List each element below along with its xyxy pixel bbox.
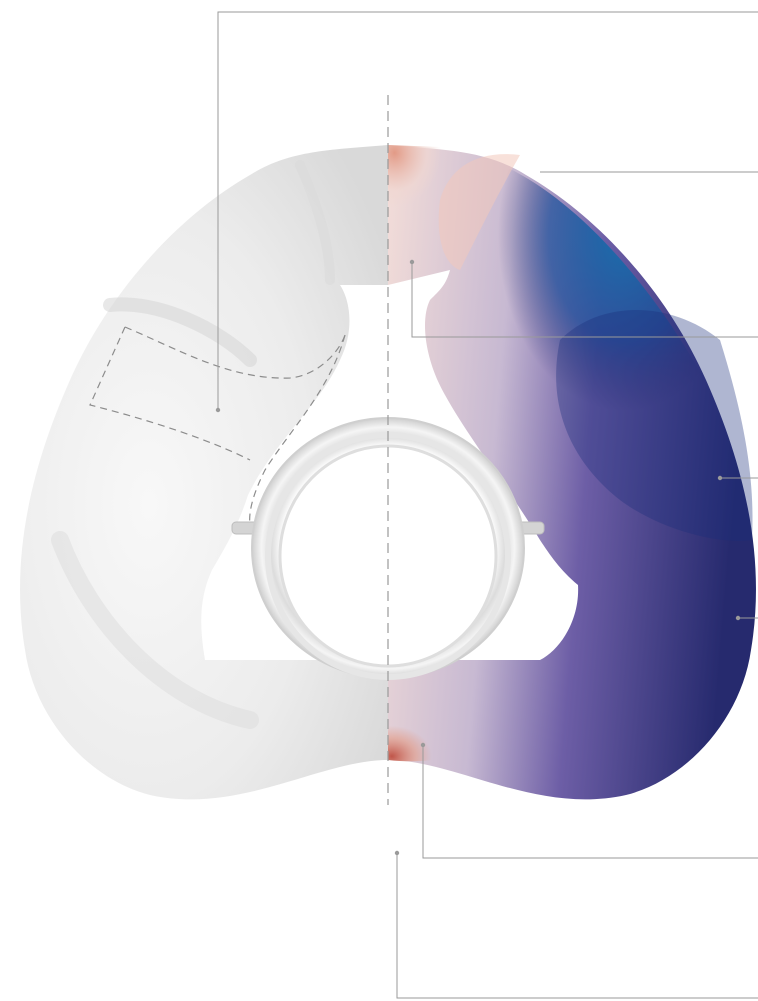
center-axis-dot bbox=[394, 850, 400, 856]
nasal-insert-overlay bbox=[438, 154, 520, 270]
center-axis-callout bbox=[394, 850, 758, 999]
outer-wall-leader bbox=[217, 11, 758, 410]
blue-zone-overlay bbox=[450, 150, 732, 540]
dashed-box bbox=[89, 326, 251, 461]
lower-side-dot bbox=[735, 615, 741, 621]
leader-lines bbox=[215, 11, 758, 999]
cushion-outline-right bbox=[388, 145, 756, 800]
dashed-insert-outline bbox=[89, 326, 346, 526]
inner-nasal-dot bbox=[409, 259, 415, 265]
inner-nasal-callout bbox=[409, 259, 758, 338]
red-bottom-overlay bbox=[388, 660, 520, 762]
bottom-lip-leader bbox=[422, 745, 758, 859]
side-cheek-dot bbox=[717, 475, 723, 481]
outer-wall-callout bbox=[215, 11, 758, 413]
outer-wall-dot bbox=[215, 407, 221, 413]
bottom-lip-callout bbox=[420, 742, 758, 859]
top-ridge-shading bbox=[295, 160, 335, 285]
side-cheek-callout bbox=[717, 475, 758, 481]
cushion-body bbox=[20, 145, 756, 800]
ring-inner bbox=[278, 444, 498, 668]
left-half-silicone bbox=[20, 145, 388, 800]
cheek-pad-overlay bbox=[556, 310, 753, 541]
inner-nasal-leader bbox=[411, 262, 758, 338]
bottom-lip-dot bbox=[420, 742, 426, 748]
lower-ridge-shading bbox=[51, 531, 259, 729]
cheek-ridge-shading bbox=[103, 297, 257, 367]
center-axis-leader bbox=[396, 853, 758, 999]
lower-side-callout bbox=[735, 615, 758, 621]
dashed-lower-contour bbox=[249, 334, 346, 526]
right-half-zoning bbox=[388, 145, 756, 800]
